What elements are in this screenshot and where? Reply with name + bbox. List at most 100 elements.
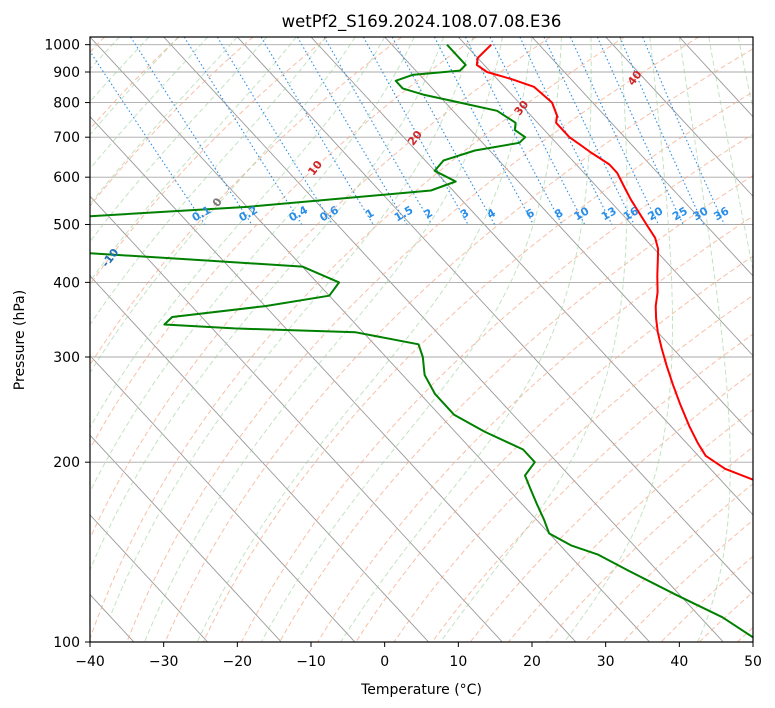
dry-adiabat: [508, 409, 753, 642]
x-tick-label: 10: [449, 654, 467, 670]
chart-title: wetPf2_S169.2024.108.07.08.E36: [282, 12, 562, 32]
y-tick-label: 1000: [44, 38, 80, 54]
mixing-ratio-line: [130, 37, 253, 225]
moist-adiabat: [90, 37, 297, 283]
dry-adiabat: [90, 37, 625, 641]
dry-adiabat-label: -10: [99, 246, 122, 270]
mixing-ratio-line: [489, 37, 586, 225]
moist-adiabat: [737, 37, 753, 112]
moist-adiabat: [90, 37, 327, 326]
mixing-ratio-label: 4: [485, 206, 498, 221]
mixing-ratio-label: 1: [363, 206, 376, 221]
moist-adiabat: [109, 37, 474, 618]
dry-adiabat: [546, 446, 753, 642]
dry-adiabat: [240, 133, 753, 642]
dry-adiabat: [90, 37, 477, 450]
isotherm-line: [457, 37, 753, 357]
mixing-ratio-lines: [90, 37, 725, 225]
dry-adiabat-label: 0: [210, 195, 225, 209]
mixing-ratio-label: 25: [670, 204, 690, 223]
moist-adiabat: [340, 37, 592, 642]
y-tick-label: 200: [53, 455, 80, 471]
x-tick-label: 30: [597, 654, 615, 670]
isotherm-line: [90, 434, 282, 642]
mixing-ratio-line: [619, 37, 705, 225]
mixing-ratio-label: 16: [621, 204, 641, 223]
mixing-ratio-line: [183, 37, 303, 225]
dry-adiabat: [355, 255, 753, 642]
dry-adiabat: [202, 91, 753, 642]
plot-area: 0.10.20.40.611.52346810131620253036-100-…: [37, 37, 753, 642]
plot-frame: [89, 36, 754, 643]
dry-adiabat: [660, 555, 753, 642]
moist-adiabat-lines: [90, 37, 753, 642]
isotherm-line: [605, 37, 753, 197]
moist-adiabat: [563, 37, 673, 642]
mixing-ratio-label: 10: [572, 204, 592, 223]
x-tick-label: 0: [380, 654, 389, 670]
isotherm-line: [310, 37, 753, 516]
moist-adiabat: [90, 37, 179, 136]
mixing-ratio-line: [90, 50, 206, 225]
mixing-ratio-label: 0.6: [318, 203, 342, 224]
y-tick-label: 600: [53, 170, 80, 186]
mixing-ratio-label: 36: [711, 204, 731, 223]
y-axis: 1000 900 800 700 600 500 400 300 200 100: [44, 38, 90, 651]
mixing-ratio-line: [297, 37, 408, 225]
moist-adiabat: [90, 37, 445, 572]
y-tick-label: 900: [53, 65, 80, 81]
dry-adiabat-label: 30: [512, 98, 532, 118]
isotherm-line: [90, 354, 356, 642]
isotherm-line: [90, 116, 577, 642]
isotherm-line: [384, 37, 753, 436]
isobar-gridlines: [90, 44, 753, 642]
dewpoint-profile-line: [90, 44, 753, 639]
y-tick-label: 800: [53, 96, 80, 112]
x-tick-label: −10: [296, 654, 326, 670]
dry-adiabat: [164, 48, 753, 642]
mixing-ratio-line: [464, 37, 563, 225]
y-tick-label: 700: [53, 130, 80, 146]
y-tick-label: 400: [53, 275, 80, 291]
mixing-ratio-label: 0.1: [190, 203, 213, 224]
dry-adiabat: [737, 626, 753, 642]
moist-adiabat: [90, 37, 415, 493]
isotherm-line: [90, 514, 208, 642]
dry-adiabat-label: -20: [37, 252, 60, 276]
mixing-ratio-label: 20: [645, 204, 665, 223]
dry-adiabat: [622, 519, 753, 642]
isotherm-line: [90, 195, 503, 642]
isotherm-line: [236, 37, 753, 596]
y-tick-label: 100: [53, 635, 80, 651]
dry-adiabat: [584, 483, 753, 642]
mixing-ratio-line: [433, 37, 534, 225]
x-tick-label: −40: [75, 654, 105, 670]
dry-adiabat-label: 40: [625, 68, 645, 88]
dry-adiabat: [469, 371, 753, 642]
dry-adiabat: [279, 174, 753, 642]
mixing-ratio-line: [519, 37, 613, 225]
dry-adiabat: [393, 294, 753, 642]
moist-adiabat: [90, 37, 268, 243]
moist-adiabat: [90, 37, 356, 374]
dry-adiabat: [431, 333, 753, 642]
dry-adiabat: [698, 591, 753, 642]
moist-adiabat: [90, 37, 238, 206]
x-tick-label: −20: [223, 654, 253, 670]
mixing-ratio-label: 1.5: [392, 203, 415, 224]
mixing-ratio-label: 0.4: [287, 203, 311, 224]
dry-adiabat-label: 20: [405, 128, 425, 148]
isotherm-line: [90, 37, 650, 642]
mixing-ratio-line: [216, 37, 334, 225]
isotherm-line: [531, 37, 753, 277]
x-axis: −40 −30 −20 −10 0 10 20 30 40 50: [75, 642, 762, 670]
temperature-profile-line: [475, 43, 753, 481]
isotherm-line: [752, 37, 753, 38]
moist-adiabat: [678, 37, 731, 642]
y-tick-label: 300: [53, 350, 80, 366]
dry-adiabat: [90, 37, 328, 286]
moist-adiabat: [90, 37, 209, 170]
isotherm-line: [90, 275, 429, 642]
y-tick-label: 500: [53, 217, 80, 233]
